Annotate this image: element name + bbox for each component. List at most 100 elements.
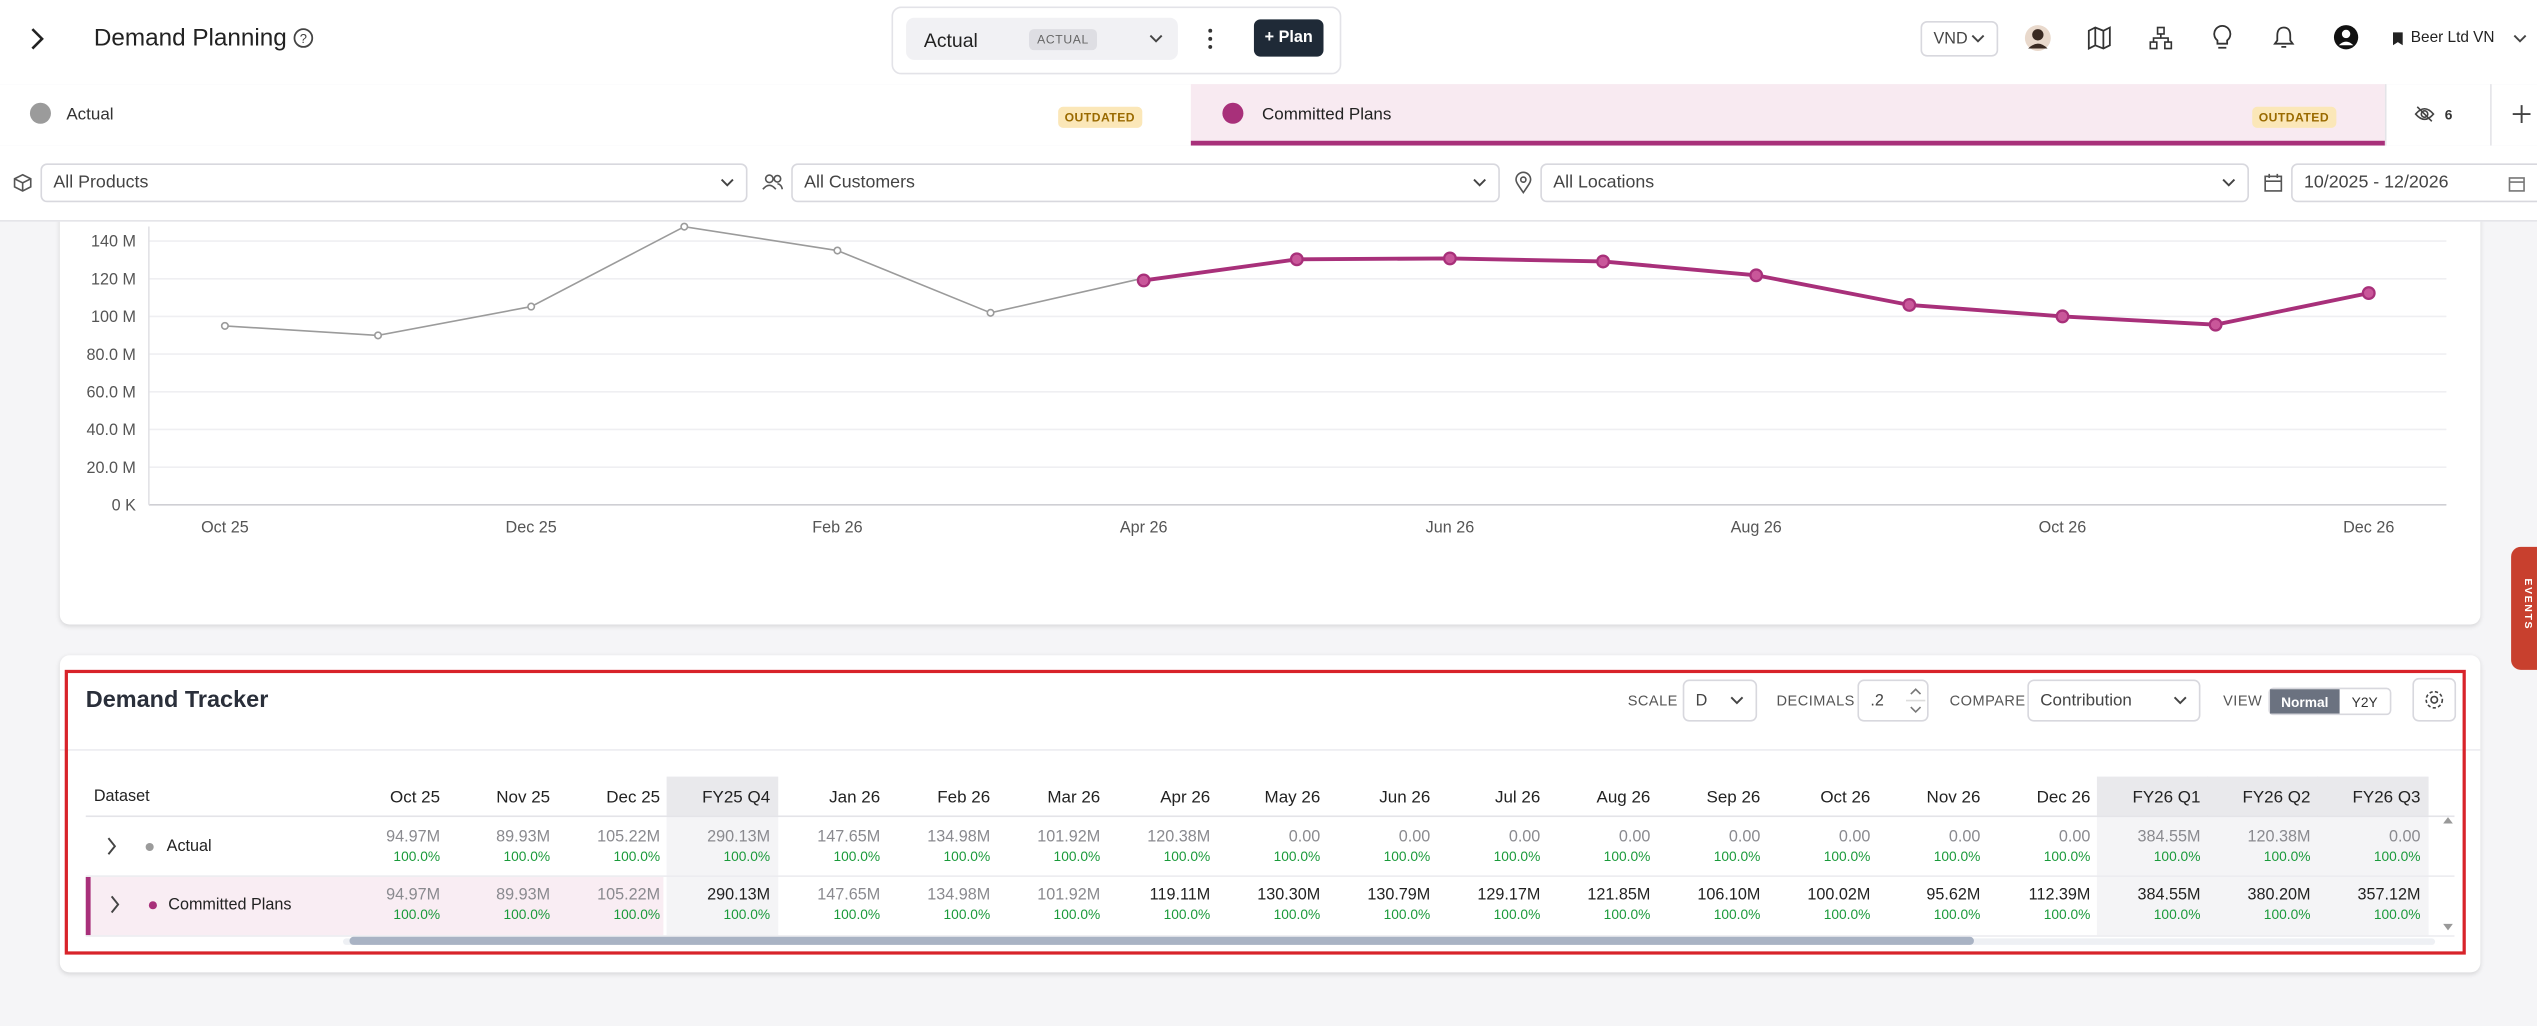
eye-off-icon <box>2414 106 2435 122</box>
location-filter[interactable]: All Locations <box>1540 163 2249 203</box>
user-icon[interactable] <box>2333 24 2359 50</box>
scenario-select[interactable]: Actual ACTUAL <box>906 17 1178 60</box>
cell-share: 100.0% <box>1713 847 1761 865</box>
add-dataset[interactable] <box>2511 104 2532 125</box>
data-point <box>527 302 536 311</box>
notifications-icon[interactable] <box>2272 24 2296 52</box>
row-dot <box>145 842 154 852</box>
customer-filter[interactable]: All Customers <box>791 163 1500 203</box>
scroll-arrow-down <box>2443 923 2453 931</box>
view-toggle: Normal Y2Y <box>2268 687 2392 716</box>
scroll-thumb[interactable] <box>349 936 1974 945</box>
events-tab[interactable]: EVENTS <box>2511 546 2537 670</box>
quarter-header-bg <box>2096 776 2209 816</box>
cell-share: 100.0% <box>833 906 881 923</box>
date-range-filter[interactable]: 10/2025 - 12/2026 <box>2291 163 2537 203</box>
data-point <box>1442 251 1457 266</box>
cell-value: 0.00 <box>1508 828 1541 847</box>
view-y2y[interactable]: Y2Y <box>2351 693 2378 710</box>
cell-value: 357.12M <box>2357 886 2421 905</box>
hierarchy-icon[interactable] <box>2149 26 2173 50</box>
filter-value: All Locations <box>1553 173 1655 193</box>
company-name[interactable]: Beer Ltd VN <box>2410 29 2495 47</box>
map-icon[interactable] <box>2087 26 2111 50</box>
insights-icon[interactable] <box>2212 24 2233 52</box>
cell-value: 112.39M <box>2028 886 2091 905</box>
x-tick-label: Apr 26 <box>1120 518 1168 536</box>
chevron <box>2173 696 2187 705</box>
cell-share: 100.0% <box>1603 906 1651 923</box>
filter-value: All Products <box>53 173 149 193</box>
spinner[interactable] <box>1905 684 1926 716</box>
add-plan-button[interactable]: + Plan <box>1253 19 1324 57</box>
y-tick-label: 0 K <box>112 496 136 514</box>
scroll-arrow-up <box>2443 817 2453 824</box>
data-point <box>2361 286 2376 301</box>
cell-share: 100.0% <box>723 847 771 865</box>
help-icon[interactable]: ? <box>293 28 314 49</box>
location-icon <box>1515 171 1532 194</box>
cell-value: 129.17M <box>1477 886 1541 905</box>
data-point <box>1749 268 1764 283</box>
expand-row[interactable] <box>105 836 118 855</box>
hidden-count: 6 <box>2444 106 2453 123</box>
cell-value: 121.85M <box>1587 886 1651 905</box>
cell-value: 95.62M <box>1926 886 1981 905</box>
cell-value: 0.00 <box>2388 828 2421 847</box>
cell-share: 100.0% <box>943 906 991 923</box>
dataset-tabs: Actual OUTDATED Committed Plans OUTDATED… <box>0 84 2537 148</box>
events-label: EVENTS <box>2521 578 2533 631</box>
gear-icon <box>2425 690 2444 709</box>
data-point <box>833 246 842 255</box>
x-tick-label: Feb 26 <box>812 518 862 536</box>
column-header: Jun 26 <box>1379 787 1431 808</box>
y-tick-label: 140 M <box>91 233 136 251</box>
cell-share: 100.0% <box>1933 906 1981 923</box>
hidden-datasets[interactable]: 6 <box>2384 84 2492 146</box>
tab-committed[interactable]: Committed Plans OUTDATED <box>1190 84 2385 146</box>
column-header: Dec 26 <box>2036 787 2091 808</box>
chevron <box>720 178 734 187</box>
tab-label: Committed Plans <box>1262 105 1392 125</box>
row-line <box>85 875 2455 877</box>
tab-actual[interactable]: Actual OUTDATED <box>0 84 1191 145</box>
cell-value: 290.13M <box>707 886 771 905</box>
y-tick-label: 120 M <box>91 270 136 288</box>
chevron <box>1473 178 1486 187</box>
decimals-input[interactable]: .2 <box>1857 679 1929 722</box>
view-normal[interactable]: Normal <box>2270 689 2340 714</box>
avatar[interactable] <box>2024 24 2052 52</box>
cell-value: 384.55M <box>2137 828 2201 847</box>
calendar-icon <box>2508 177 2525 192</box>
column-header: Oct 25 <box>390 787 441 808</box>
x-tick-label: Jun 26 <box>1426 518 1475 536</box>
settings-button[interactable] <box>2412 677 2457 722</box>
more-menu[interactable] <box>1205 28 1215 51</box>
expand-sidebar[interactable] <box>28 26 47 52</box>
cell-share: 100.0% <box>503 906 551 923</box>
outdated-badge: OUTDATED <box>1058 106 1142 128</box>
divider <box>59 749 2481 751</box>
quarter-column-bg <box>2316 815 2429 936</box>
data-point <box>2055 309 2070 324</box>
cell-value: 89.93M <box>496 886 551 905</box>
decimals-label: DECIMALS <box>1776 692 1855 709</box>
expand-row[interactable] <box>108 895 121 914</box>
header-row-line <box>85 815 2455 818</box>
cell-share: 100.0% <box>613 847 661 865</box>
customer-icon <box>762 174 784 190</box>
currency-select[interactable]: VND <box>1920 21 1999 57</box>
product-filter[interactable]: All Products <box>40 163 748 203</box>
quarter-header-bg <box>2316 776 2429 816</box>
cell-share: 100.0% <box>2153 906 2201 923</box>
cell-share: 100.0% <box>723 906 771 923</box>
cell-share: 100.0% <box>1933 847 1981 865</box>
compare-select[interactable]: Contribution <box>2027 679 2201 722</box>
row-highlight <box>85 876 664 936</box>
chart-card <box>59 161 2481 625</box>
column-header: Oct 26 <box>1820 787 1871 808</box>
column-header: Mar 26 <box>1047 787 1101 808</box>
currency: VND <box>1933 29 1968 48</box>
cell-share: 100.0% <box>1383 847 1431 865</box>
scale-select[interactable]: D <box>1682 679 1758 722</box>
